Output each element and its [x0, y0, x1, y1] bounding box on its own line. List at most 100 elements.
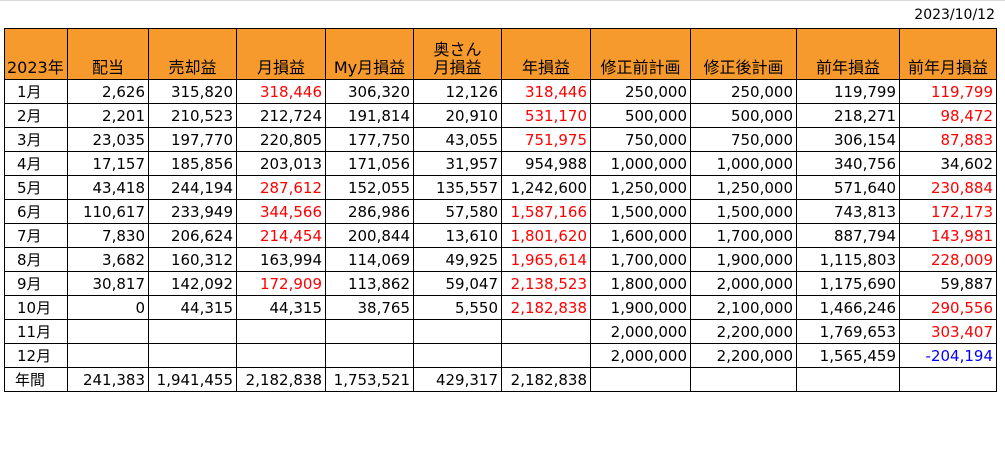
value-cell: 210,523 — [148, 103, 237, 128]
value-cell: 2,138,523 — [501, 271, 591, 296]
table-row: 9月 30,817 142,092 172,909 113,862 59,047 2,138… — [4, 271, 997, 296]
value-cell: 315,820 — [148, 79, 237, 104]
row-label: 1月 — [4, 79, 68, 104]
annual-pl-column-header: 年損益 — [501, 28, 591, 80]
value-cell: 135,557 — [413, 175, 502, 200]
value-cell: 531,170 — [501, 103, 591, 128]
value-cell — [148, 343, 237, 368]
value-cell — [325, 343, 414, 368]
value-cell: 233,949 — [148, 199, 237, 224]
value-cell — [501, 343, 591, 368]
value-cell: 1,600,000 — [590, 223, 691, 248]
value-cell: 2,000,000 — [590, 319, 691, 344]
value-cell: 2,200,000 — [690, 343, 797, 368]
value-cell — [590, 367, 691, 392]
header-label: 前年月損益 — [907, 58, 988, 77]
monthly-pl-column-header: 月損益 — [236, 28, 326, 80]
value-cell: 59,047 — [413, 271, 502, 296]
value-cell: 571,640 — [796, 175, 900, 200]
value-cell — [796, 367, 900, 392]
value-cell: 344,566 — [236, 199, 326, 224]
value-cell — [236, 319, 326, 344]
value-cell: 887,794 — [796, 223, 900, 248]
header-label: 修正後計画 — [703, 58, 784, 77]
value-cell — [413, 319, 502, 344]
table-row: 11月 2,000,000 2,200,000 1,769,653 303,407 — [4, 319, 997, 344]
value-cell: 303,407 — [899, 319, 997, 344]
value-cell: 1,115,803 — [796, 247, 900, 272]
table-row: 10月 0 44,315 44,315 38,765 5,550 2,182,838 1,90… — [4, 295, 997, 320]
row-label: 5月 — [4, 175, 68, 200]
table-row: 1月 2,626 315,820 318,446 306,320 12,126 318,44… — [4, 79, 997, 104]
value-cell: 142,092 — [148, 271, 237, 296]
value-cell: 2,100,000 — [690, 295, 797, 320]
row-label: 年間 — [4, 367, 68, 392]
value-cell: 59,887 — [899, 271, 997, 296]
value-cell: 110,617 — [67, 199, 149, 224]
table-row: 2月 2,201 210,523 212,724 191,814 20,910 531,17… — [4, 103, 997, 128]
value-cell: 49,925 — [413, 247, 502, 272]
header-label: 売却益 — [168, 58, 217, 77]
value-cell: 1,242,600 — [501, 175, 591, 200]
value-cell: 220,805 — [236, 127, 326, 152]
value-cell: 1,753,521 — [325, 367, 414, 392]
value-cell: 218,271 — [796, 103, 900, 128]
value-cell: 200,844 — [325, 223, 414, 248]
value-cell: 954,988 — [501, 151, 591, 176]
value-cell — [67, 319, 149, 344]
value-cell: 163,994 — [236, 247, 326, 272]
table-row: 6月 110,617 233,949 344,566 286,986 57,580 1,58… — [4, 199, 997, 224]
value-cell: 1,769,653 — [796, 319, 900, 344]
value-cell: 1,900,000 — [690, 247, 797, 272]
value-cell: 43,055 — [413, 127, 502, 152]
row-label: 2月 — [4, 103, 68, 128]
value-cell: 3,682 — [67, 247, 149, 272]
row-label: 7月 — [4, 223, 68, 248]
value-cell: 197,770 — [148, 127, 237, 152]
value-cell — [413, 343, 502, 368]
header-label: 月損益 — [256, 58, 305, 77]
value-cell: 750,000 — [690, 127, 797, 152]
value-cell: 230,884 — [899, 175, 997, 200]
value-cell: 2,182,838 — [501, 367, 591, 392]
value-cell: 17,157 — [67, 151, 149, 176]
header-label: My月損益 — [333, 58, 406, 77]
value-cell: 143,981 — [899, 223, 997, 248]
value-cell: 172,173 — [899, 199, 997, 224]
value-cell: 1,941,455 — [148, 367, 237, 392]
value-cell: 250,000 — [690, 79, 797, 104]
value-cell: 2,000,000 — [690, 271, 797, 296]
value-cell: 1,565,459 — [796, 343, 900, 368]
value-cell: 1,700,000 — [590, 247, 691, 272]
value-cell: 1,500,000 — [590, 199, 691, 224]
value-cell: 1,000,000 — [590, 151, 691, 176]
value-cell — [501, 319, 591, 344]
header-label: 配当 — [91, 58, 124, 77]
row-label: 3月 — [4, 127, 68, 152]
header-label: 奥さん — [433, 40, 482, 59]
row-label: 10月 — [4, 295, 68, 320]
value-cell: 1,000,000 — [690, 151, 797, 176]
value-cell: 1,965,614 — [501, 247, 591, 272]
value-cell: 306,320 — [325, 79, 414, 104]
prior-year-monthly-pl-column-header: 前年月損益 — [899, 28, 997, 80]
value-cell: 306,154 — [796, 127, 900, 152]
value-cell: 751,975 — [501, 127, 591, 152]
value-cell: 318,446 — [236, 79, 326, 104]
value-cell — [325, 319, 414, 344]
sale-profit-column-header: 売却益 — [148, 28, 237, 80]
value-cell: 20,910 — [413, 103, 502, 128]
value-cell: 113,862 — [325, 271, 414, 296]
value-cell: 172,909 — [236, 271, 326, 296]
value-cell: 0 — [67, 295, 149, 320]
value-cell: 203,013 — [236, 151, 326, 176]
wife-monthly-pl-column-header: 奥さん 月損益 — [413, 28, 502, 80]
value-cell: 34,602 — [899, 151, 997, 176]
value-cell: 114,069 — [325, 247, 414, 272]
header-label: 前年損益 — [815, 58, 880, 77]
value-cell: 171,056 — [325, 151, 414, 176]
value-cell: 119,799 — [899, 79, 997, 104]
value-cell: 214,454 — [236, 223, 326, 248]
row-label: 8月 — [4, 247, 68, 272]
prior-year-pl-column-header: 前年損益 — [796, 28, 900, 80]
